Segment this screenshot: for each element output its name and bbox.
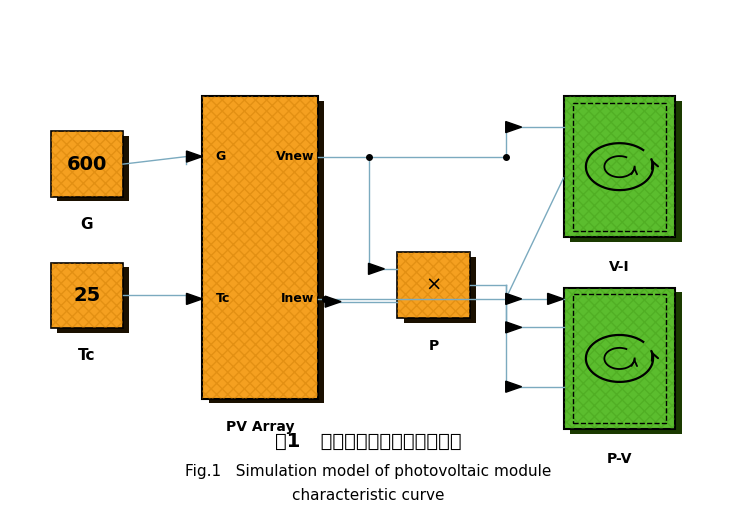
FancyBboxPatch shape bbox=[404, 257, 476, 322]
FancyBboxPatch shape bbox=[564, 288, 675, 429]
FancyBboxPatch shape bbox=[51, 131, 123, 197]
Text: Vnew: Vnew bbox=[276, 150, 314, 163]
Text: G: G bbox=[80, 217, 93, 232]
Polygon shape bbox=[506, 122, 522, 133]
Text: PV Array: PV Array bbox=[226, 420, 294, 434]
Polygon shape bbox=[186, 151, 203, 162]
FancyBboxPatch shape bbox=[209, 100, 324, 403]
FancyBboxPatch shape bbox=[570, 293, 682, 434]
Polygon shape bbox=[506, 322, 522, 333]
Polygon shape bbox=[506, 381, 522, 392]
FancyBboxPatch shape bbox=[7, 424, 730, 510]
Text: G: G bbox=[215, 150, 226, 163]
Text: 600: 600 bbox=[66, 154, 107, 174]
FancyBboxPatch shape bbox=[570, 100, 682, 242]
Text: ×: × bbox=[425, 276, 441, 295]
Text: 图1   光伏模块特性曲线仿真模型: 图1 光伏模块特性曲线仿真模型 bbox=[275, 432, 462, 451]
FancyBboxPatch shape bbox=[397, 252, 469, 318]
Polygon shape bbox=[506, 294, 522, 304]
FancyBboxPatch shape bbox=[57, 267, 130, 333]
Polygon shape bbox=[368, 263, 385, 274]
Polygon shape bbox=[325, 296, 341, 307]
Text: Inew: Inew bbox=[281, 293, 314, 305]
FancyBboxPatch shape bbox=[564, 96, 675, 237]
Text: 25: 25 bbox=[73, 286, 100, 305]
Polygon shape bbox=[186, 294, 203, 304]
Text: V-I: V-I bbox=[609, 260, 630, 274]
Text: P-V: P-V bbox=[607, 452, 632, 466]
Text: P: P bbox=[428, 339, 439, 353]
FancyBboxPatch shape bbox=[57, 136, 130, 201]
Text: Tc: Tc bbox=[78, 349, 96, 364]
FancyBboxPatch shape bbox=[203, 96, 318, 399]
Text: Fig.1   Simulation model of photovoltaic module: Fig.1 Simulation model of photovoltaic m… bbox=[185, 465, 552, 479]
FancyBboxPatch shape bbox=[51, 263, 123, 328]
Polygon shape bbox=[548, 294, 564, 304]
Text: characteristic curve: characteristic curve bbox=[293, 488, 444, 503]
Text: Tc: Tc bbox=[215, 293, 230, 305]
